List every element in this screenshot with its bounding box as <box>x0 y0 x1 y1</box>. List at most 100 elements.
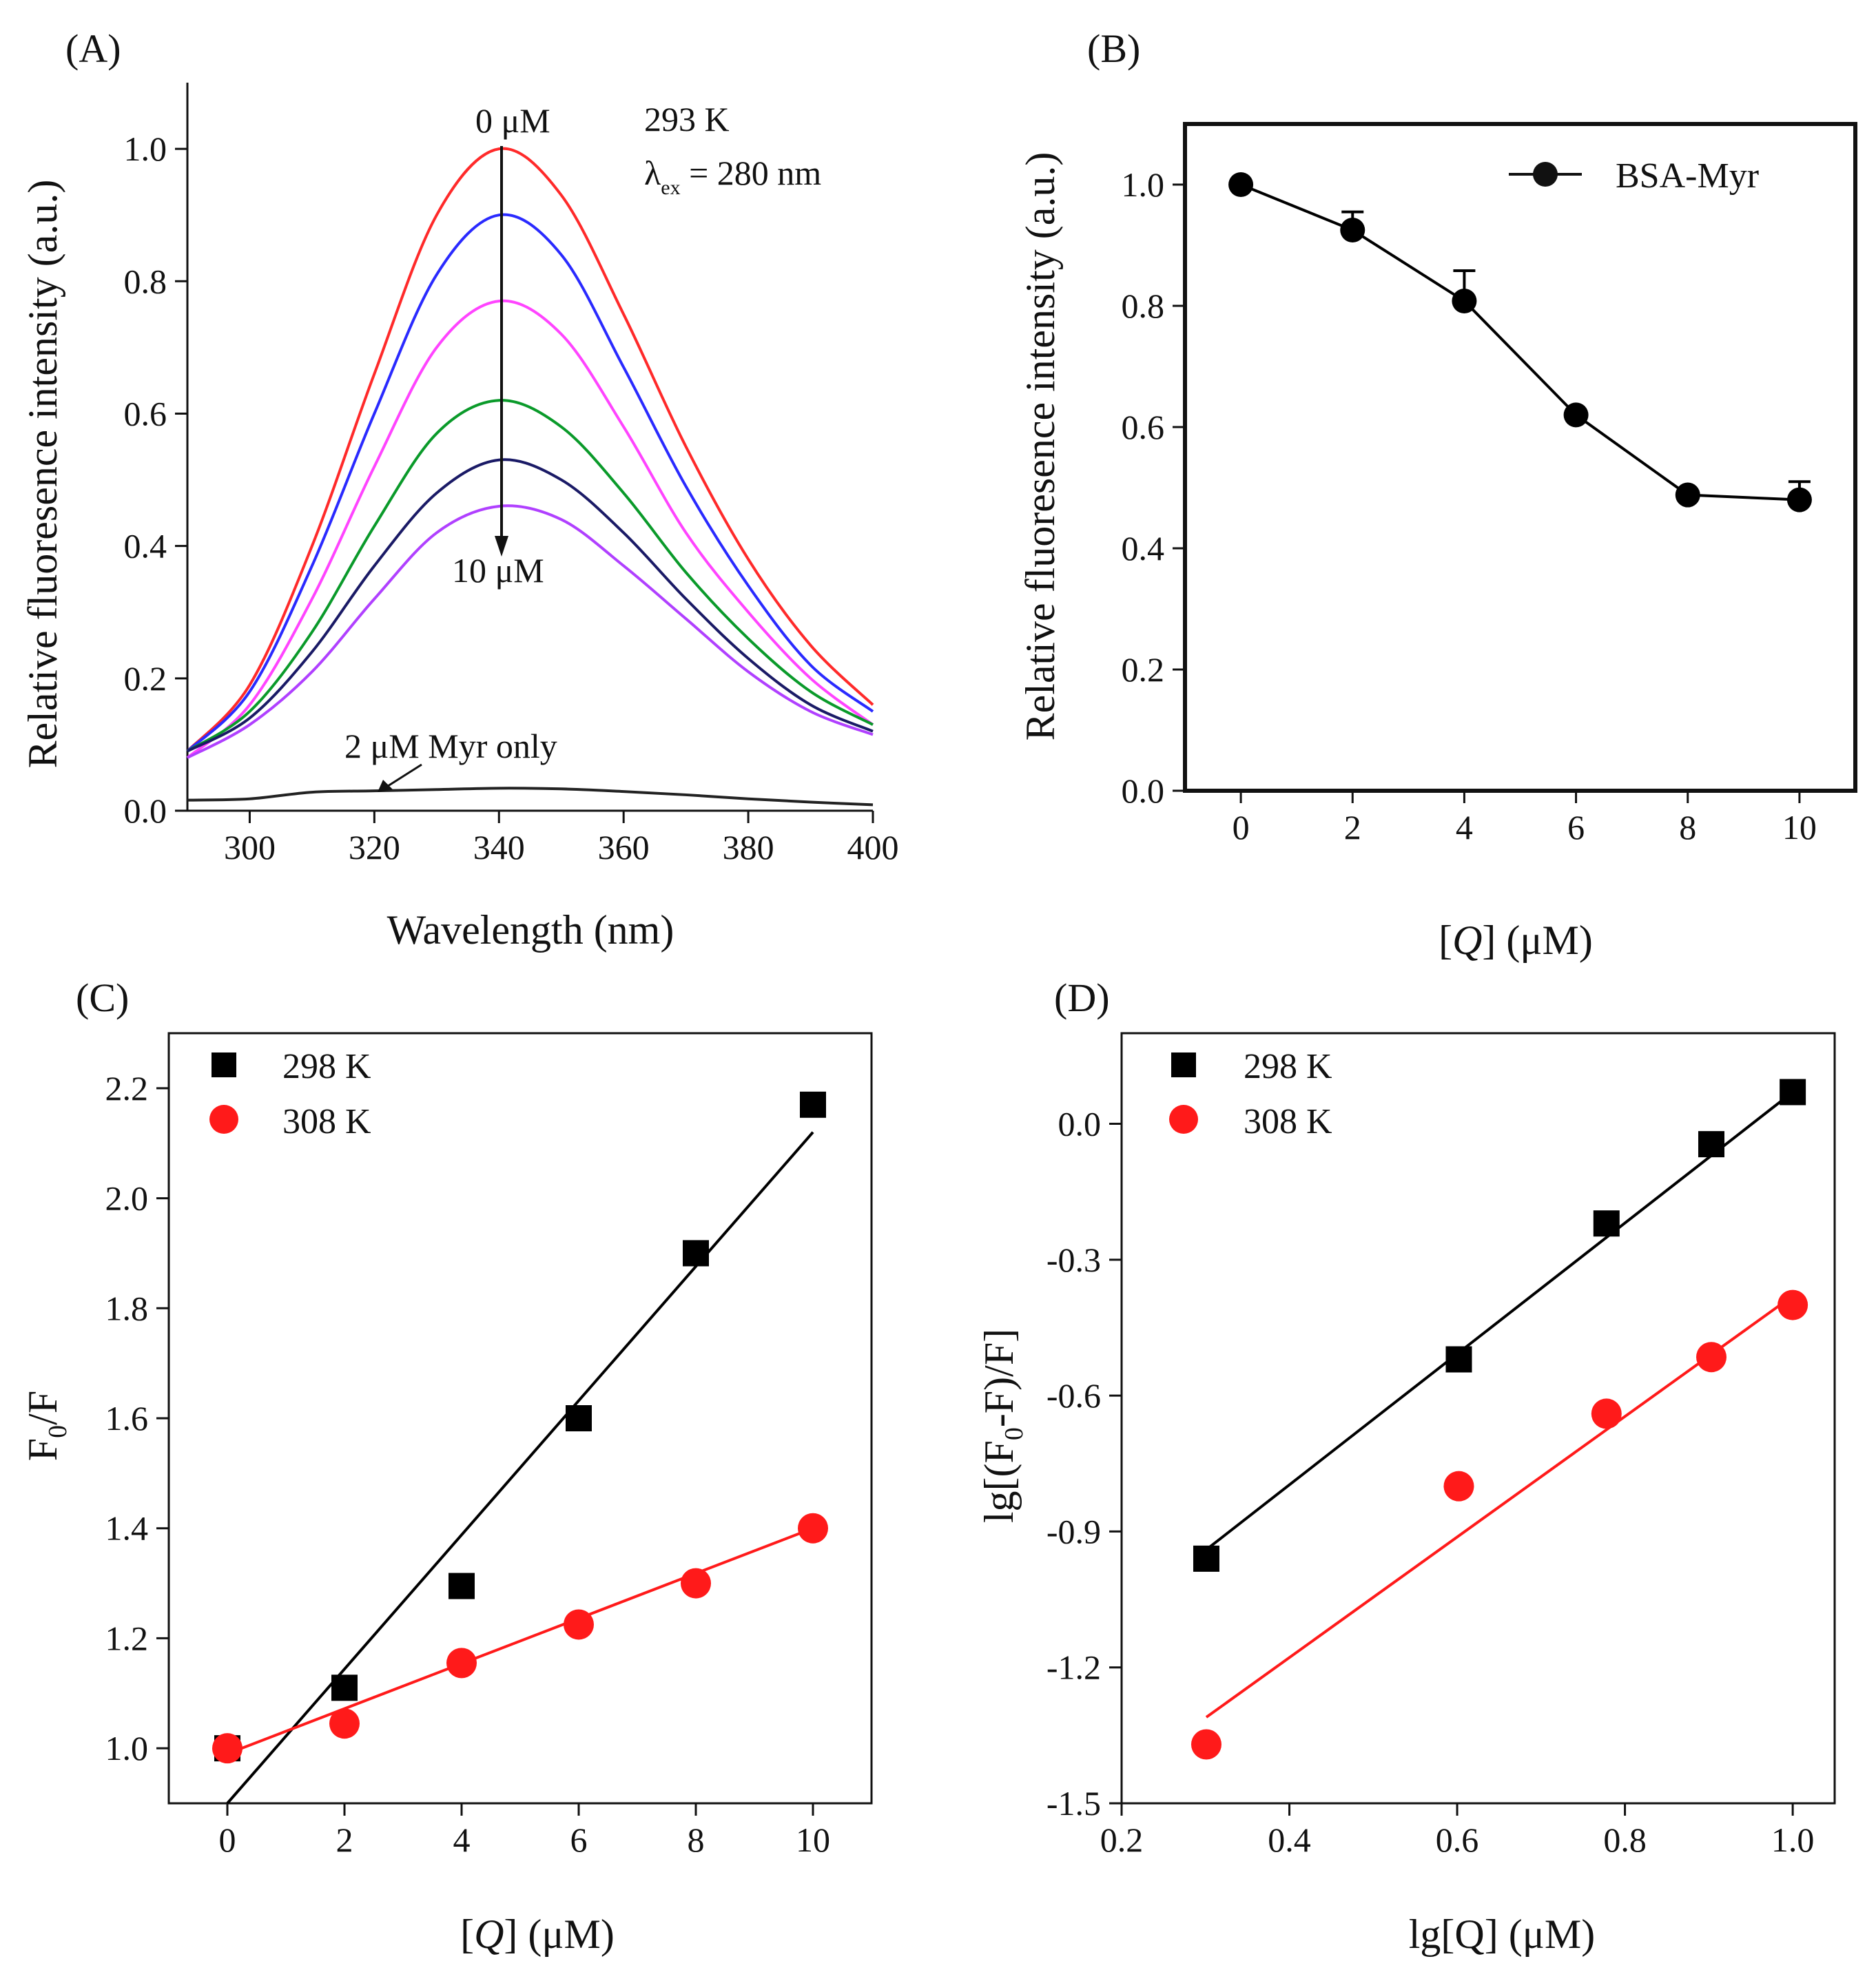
x-title-open-bracket: [ <box>460 1911 474 1957</box>
panel-a-y-title: Relative fluoresence intensity (a.u.) <box>20 180 65 769</box>
y-tick-label: 0.0 <box>124 791 167 830</box>
y-tick-label: -0.3 <box>1047 1241 1101 1279</box>
y-tick-label: 1.0 <box>124 129 167 168</box>
excitation-symbol: λ <box>644 154 661 192</box>
y-tick-label: 1.8 <box>105 1289 149 1327</box>
data-point <box>681 1568 711 1599</box>
legend-label-bsa-myr: BSA-Myr <box>1616 156 1759 196</box>
y-title-prefix: lg[(F <box>976 1440 1022 1523</box>
x-tick-label: 6 <box>1567 808 1585 847</box>
y-tick-label: 0.0 <box>1058 1105 1102 1143</box>
y-tick-label: 1.0 <box>1122 165 1165 204</box>
fit-line <box>227 1526 814 1755</box>
legend-marker-bsa-myr <box>1533 162 1558 187</box>
data-point <box>1193 1545 1219 1572</box>
y-tick-label: 0.8 <box>124 262 167 300</box>
panel-d-label: (D) <box>1054 975 1110 1020</box>
panel-d: (D) 0.2 0.4 0.6 0.8 1.0-1.5-1.2-0.9-0.6-0.30… <box>976 975 1836 1957</box>
spectrum-line <box>186 299 874 759</box>
y-tick-label: 1.4 <box>105 1509 149 1548</box>
annotation-excitation: λex = 280 nm <box>644 154 821 199</box>
y-tick-label: 0.4 <box>124 527 167 566</box>
panel-a-x-title: Wavelength (nm) <box>387 907 674 953</box>
panel-c-legend: 298 K 308 K <box>209 1047 371 1141</box>
x-title-open-bracket: [ <box>1439 917 1452 963</box>
spectrum-line <box>187 504 874 759</box>
data-point <box>1340 218 1365 242</box>
myr-only-arrow-head <box>378 780 393 792</box>
legend-marker-298k <box>1171 1052 1196 1077</box>
data-point <box>446 1648 477 1679</box>
panel-a-annotations: 293 K λex = 280 nm 0 μM 10 μM 2 μM Myr o… <box>344 100 821 792</box>
data-point <box>566 1405 592 1431</box>
y-title-f: F <box>20 1438 65 1461</box>
data-point <box>564 1609 594 1640</box>
y-tick-label: -1.5 <box>1047 1784 1101 1823</box>
x-tick-label: 0 <box>1233 808 1250 847</box>
y-title-subscript: 0 <box>43 1425 72 1438</box>
data-point <box>1190 1729 1222 1760</box>
data-point <box>329 1708 360 1739</box>
y-tick-label: 1.6 <box>105 1399 149 1438</box>
x-title-q: Q <box>1452 917 1482 963</box>
panel-c-y-title: F0/F <box>20 1391 72 1461</box>
data-point <box>331 1674 358 1701</box>
data-point <box>1452 288 1477 313</box>
legend-marker-308k <box>1169 1105 1198 1134</box>
x-tick-label: 8 <box>688 1821 705 1859</box>
y-tick-label: 0.6 <box>1122 408 1165 446</box>
data-point <box>800 1091 826 1118</box>
data-point <box>1228 172 1254 197</box>
fit-line <box>1205 1090 1794 1551</box>
y-tick-label: 0.0 <box>1122 771 1165 810</box>
x-tick-label: 360 <box>598 828 650 867</box>
panel-d-y-title: lg[(F0-F)/F] <box>976 1329 1029 1523</box>
y-tick-label: 0.2 <box>124 659 167 698</box>
y-tick-label: 1.0 <box>105 1729 149 1767</box>
legend-label-298k: 298 K <box>1244 1047 1332 1086</box>
x-tick-label: 300 <box>224 828 276 867</box>
legend-label-308k: 308 K <box>1244 1102 1332 1141</box>
y-title-subscript: 0 <box>1000 1427 1029 1440</box>
panel-c-axes: 0 2 4 6 8 10 1.0 1.2 1.4 1.6 1.8 2.0 2.2 <box>105 1032 873 1859</box>
fit-line <box>1205 1294 1794 1719</box>
x-tick-label: 8 <box>1679 808 1696 847</box>
panel-b-legend: BSA-Myr <box>1509 156 1759 196</box>
quench-arrow-head <box>495 536 508 557</box>
panel-b-series <box>1228 172 1812 512</box>
series-line <box>1240 183 1800 501</box>
spectrum-line <box>186 213 874 752</box>
data-point <box>1443 1471 1474 1502</box>
plot-frame <box>1120 1032 1836 1805</box>
x-title-unit: ] (μM) <box>504 1911 614 1957</box>
plot-frame <box>1183 122 1857 793</box>
data-point <box>212 1733 243 1764</box>
data-point <box>1445 1346 1472 1373</box>
data-point <box>1777 1289 1808 1320</box>
panel-b: (B) 0 2 4 6 8 10 0.0 0.2 0.4 0.6 0.8 1.0 BSA-Myr [Q… <box>1018 26 1857 963</box>
y-tick-label: 0.8 <box>1122 287 1165 325</box>
arrow-end-label: 10 μM <box>452 551 544 590</box>
panel-c-x-title: [Q] (μM) <box>460 1911 615 1957</box>
x-tick-label: 10 <box>1782 808 1817 847</box>
data-point <box>798 1513 828 1544</box>
data-point <box>449 1573 475 1599</box>
y-tick-label: 0.6 <box>124 394 167 433</box>
x-title-unit: ] (μM) <box>1482 917 1592 963</box>
excitation-value: = 280 nm <box>681 154 822 192</box>
panel-c-series <box>212 1091 828 1805</box>
data-point <box>1675 482 1700 508</box>
panel-b-axes: 0 2 4 6 8 10 0.0 0.2 0.4 0.6 0.8 1.0 <box>1122 122 1857 847</box>
plot-frame <box>167 1032 873 1805</box>
legend-label-298k: 298 K <box>282 1047 371 1086</box>
data-point <box>1786 487 1812 512</box>
x-tick-label: 0.2 <box>1100 1821 1144 1859</box>
x-tick-label: 0.6 <box>1436 1821 1479 1859</box>
panel-a-label: (A) <box>65 26 121 71</box>
panel-a-axes: 300 320 340 360 380 400 0.0 0.2 0.4 0.6 0.8 1.0 <box>124 83 899 867</box>
data-point <box>683 1240 709 1267</box>
x-tick-label: 0.4 <box>1268 1821 1311 1859</box>
arrow-start-label: 0 μM <box>475 101 550 140</box>
y-tick-label: -1.2 <box>1047 1648 1101 1687</box>
